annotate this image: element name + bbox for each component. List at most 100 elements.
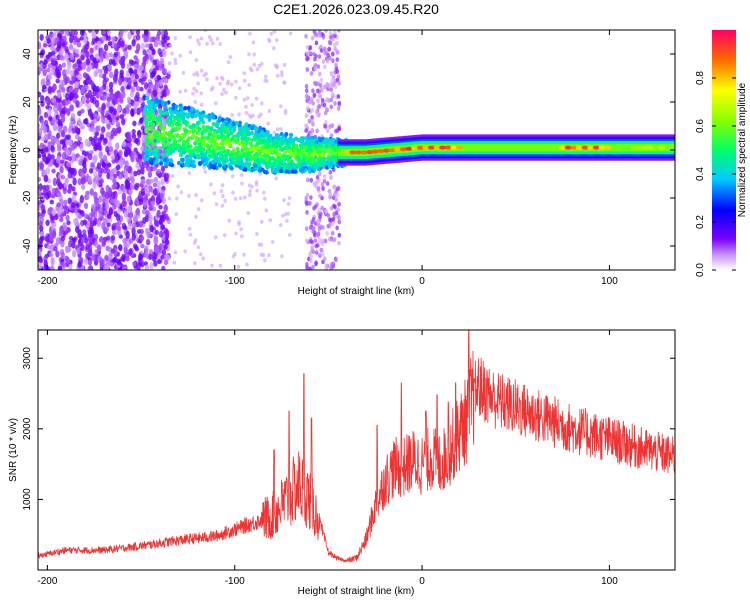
heat-cell [144, 35, 149, 43]
heat-cell [319, 77, 324, 83]
heat-cell [128, 59, 134, 65]
heat-cell [304, 238, 309, 244]
heat-cell [72, 177, 77, 186]
heat-cell [38, 122, 41, 129]
heat-cell [135, 156, 140, 162]
heat-cell [101, 161, 106, 168]
heat-cell [152, 166, 157, 172]
heat-cell [40, 101, 45, 107]
heat-cell [105, 132, 110, 138]
heat-cell [184, 112, 189, 117]
heat-cell [151, 114, 155, 119]
heat-cell [72, 218, 78, 224]
heat-cell [140, 42, 145, 51]
heat-cell [138, 261, 143, 267]
heat-cell [160, 224, 166, 230]
heat-cell [68, 43, 74, 50]
heat-cell [118, 78, 123, 86]
heat-cell [61, 42, 67, 48]
heat-cell [51, 65, 57, 70]
heat-cell [154, 147, 159, 152]
heat-cell [131, 39, 136, 47]
heat-cell [93, 259, 99, 266]
heat-cell [125, 255, 130, 262]
heat-cell [165, 119, 170, 124]
heat-cell [328, 221, 332, 227]
heat-cell [285, 169, 289, 174]
heat-cell [337, 219, 342, 225]
x-tick-label: 0 [419, 276, 425, 287]
heat-cell [170, 51, 174, 56]
heat-cell [267, 148, 272, 153]
heat-cell [327, 39, 332, 45]
heat-cell [160, 165, 166, 173]
heat-cell [337, 80, 341, 86]
x-tick-label: 100 [601, 276, 618, 287]
heat-cell [148, 248, 153, 254]
heat-cell [87, 30, 93, 33]
peak-cell [360, 150, 368, 155]
heat-cell [248, 193, 252, 197]
heat-cell [254, 126, 259, 132]
heat-cell [186, 105, 191, 111]
peak-cell [349, 150, 357, 155]
heat-cell [165, 229, 170, 237]
heat-cell [156, 180, 161, 189]
heat-cell [195, 109, 200, 114]
heat-cell [308, 45, 313, 51]
heat-cell [158, 204, 163, 210]
heat-cell [122, 169, 128, 176]
heat-cell [85, 194, 90, 201]
heat-cell [45, 105, 50, 110]
heat-cell [306, 151, 311, 156]
heat-cell [147, 50, 153, 56]
heat-cell [270, 240, 275, 244]
heat-cell [67, 156, 73, 162]
heat-cell [272, 130, 277, 135]
heat-cell [102, 94, 107, 101]
heat-cell [77, 261, 82, 268]
heat-cell [45, 219, 50, 226]
heat-cell [104, 202, 110, 211]
snr-xlabel: Height of straight line (km) [298, 586, 415, 597]
heat-cell [145, 95, 150, 101]
heat-cell [64, 30, 69, 37]
heat-cell [233, 153, 238, 159]
peak-cell [399, 147, 407, 152]
heat-cell [294, 151, 299, 156]
heat-cell [310, 127, 315, 133]
heat-cell [154, 229, 159, 236]
heat-cell [329, 71, 334, 77]
heat-cell [259, 242, 264, 247]
heat-cell [152, 67, 157, 76]
heat-cell [97, 143, 102, 151]
peak-cell [439, 145, 447, 150]
heat-cell [75, 99, 80, 108]
heat-cell [178, 53, 183, 58]
heat-cell [251, 113, 255, 118]
heat-cell [42, 156, 47, 163]
heat-cell [138, 253, 143, 262]
heat-cell [44, 146, 49, 153]
heat-cell [317, 93, 321, 98]
heat-cell [224, 90, 228, 95]
heat-cell [209, 126, 214, 131]
heat-cell [304, 88, 309, 94]
heat-cell [243, 152, 248, 157]
heat-cell [92, 31, 97, 39]
heat-cell [154, 246, 159, 253]
heat-cell [220, 203, 225, 208]
heat-cell [56, 157, 61, 164]
heat-cell [73, 93, 79, 99]
heat-cell [307, 154, 312, 160]
peak-cell [416, 145, 424, 150]
heat-cell [132, 151, 137, 160]
heat-cell [75, 153, 80, 158]
heat-cell [160, 255, 165, 260]
heat-cell [148, 121, 153, 127]
heat-cell [57, 118, 62, 127]
heat-cell [82, 72, 88, 79]
heat-cell [314, 81, 319, 87]
heat-cell [226, 60, 231, 65]
heat-cell [132, 261, 137, 266]
